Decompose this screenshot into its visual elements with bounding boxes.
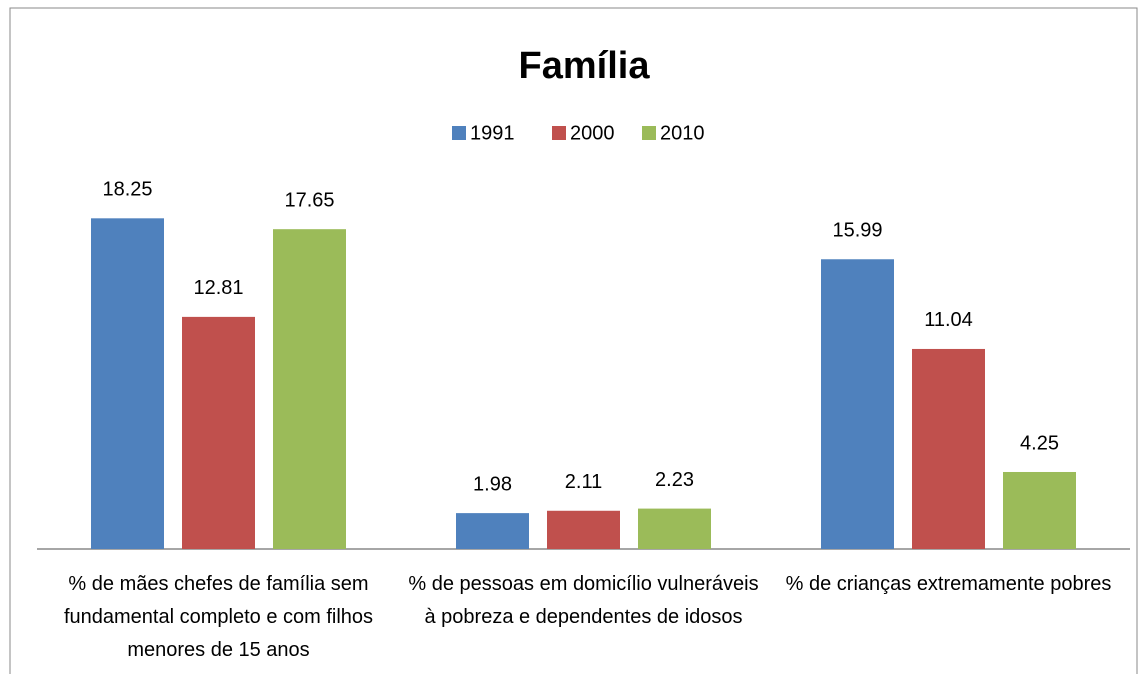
value-label: 2.23 [655,469,694,491]
bar [912,348,985,549]
bar [91,218,164,549]
x-tick-label-box: % de mães chefes de família sem fundamen… [63,573,374,661]
legend-label: 2010 [660,122,705,144]
value-label: 1.98 [473,473,512,495]
bar [638,508,711,549]
legend-swatch [552,126,566,140]
chart-border [9,7,1138,674]
value-label: 17.65 [284,189,334,211]
value-label: 18.25 [102,179,152,201]
x-tick-label-box: % de crianças extremamente pobres [785,573,1112,595]
bar [547,510,620,549]
bar [182,316,255,549]
bar [273,229,346,549]
bar [456,513,529,549]
legend-swatch [452,126,466,140]
value-label: 15.99 [832,220,882,242]
x-tick-label: % de mães chefes de família sem fundamen… [63,573,374,661]
bar [821,259,894,549]
value-label: 4.25 [1020,432,1059,454]
bar [1003,471,1076,549]
value-label: 12.81 [193,277,243,299]
legend-label: 2000 [570,122,615,144]
value-label: 2.11 [565,471,602,493]
x-tick-label: % de pessoas em domicílio vulneráveis à … [408,573,759,628]
x-tick-label: % de crianças extremamente pobres [785,573,1112,595]
x-tick-label-box: % de pessoas em domicílio vulneráveis à … [408,573,759,628]
legend-label: 1991 [470,122,515,144]
value-label: 11.04 [924,309,973,331]
chart-title: Família [519,45,651,87]
legend-swatch [642,126,656,140]
